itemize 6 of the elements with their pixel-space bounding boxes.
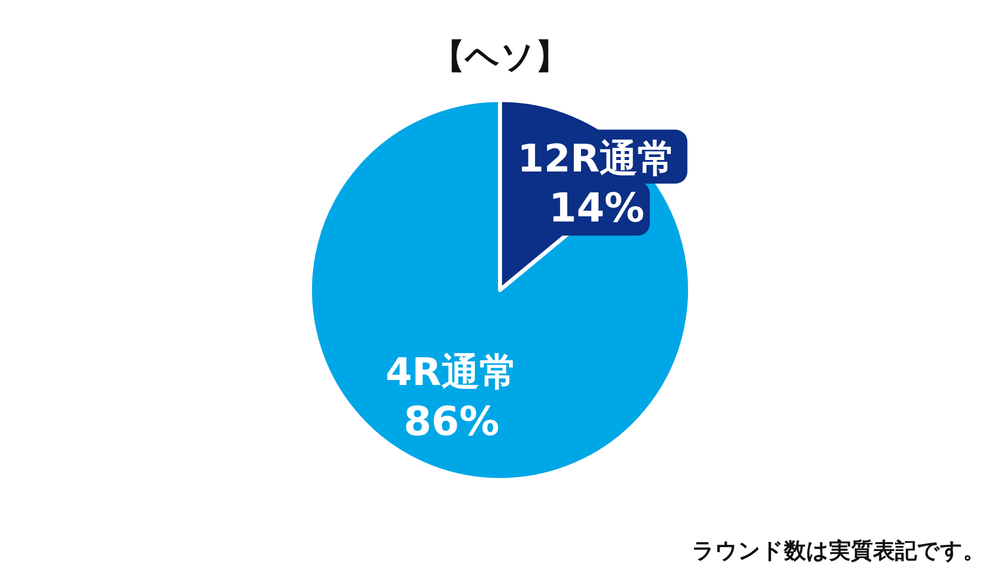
data-label: 86% [404, 399, 500, 446]
data-label: 14% [548, 186, 645, 232]
text: ラウンド数は実質表記です。 [692, 538, 985, 564]
slice-label: 4R通常 [386, 350, 518, 394]
chart-title: 【ヘソ】 [431, 37, 569, 77]
slice-label: 12R通常 [518, 136, 676, 181]
